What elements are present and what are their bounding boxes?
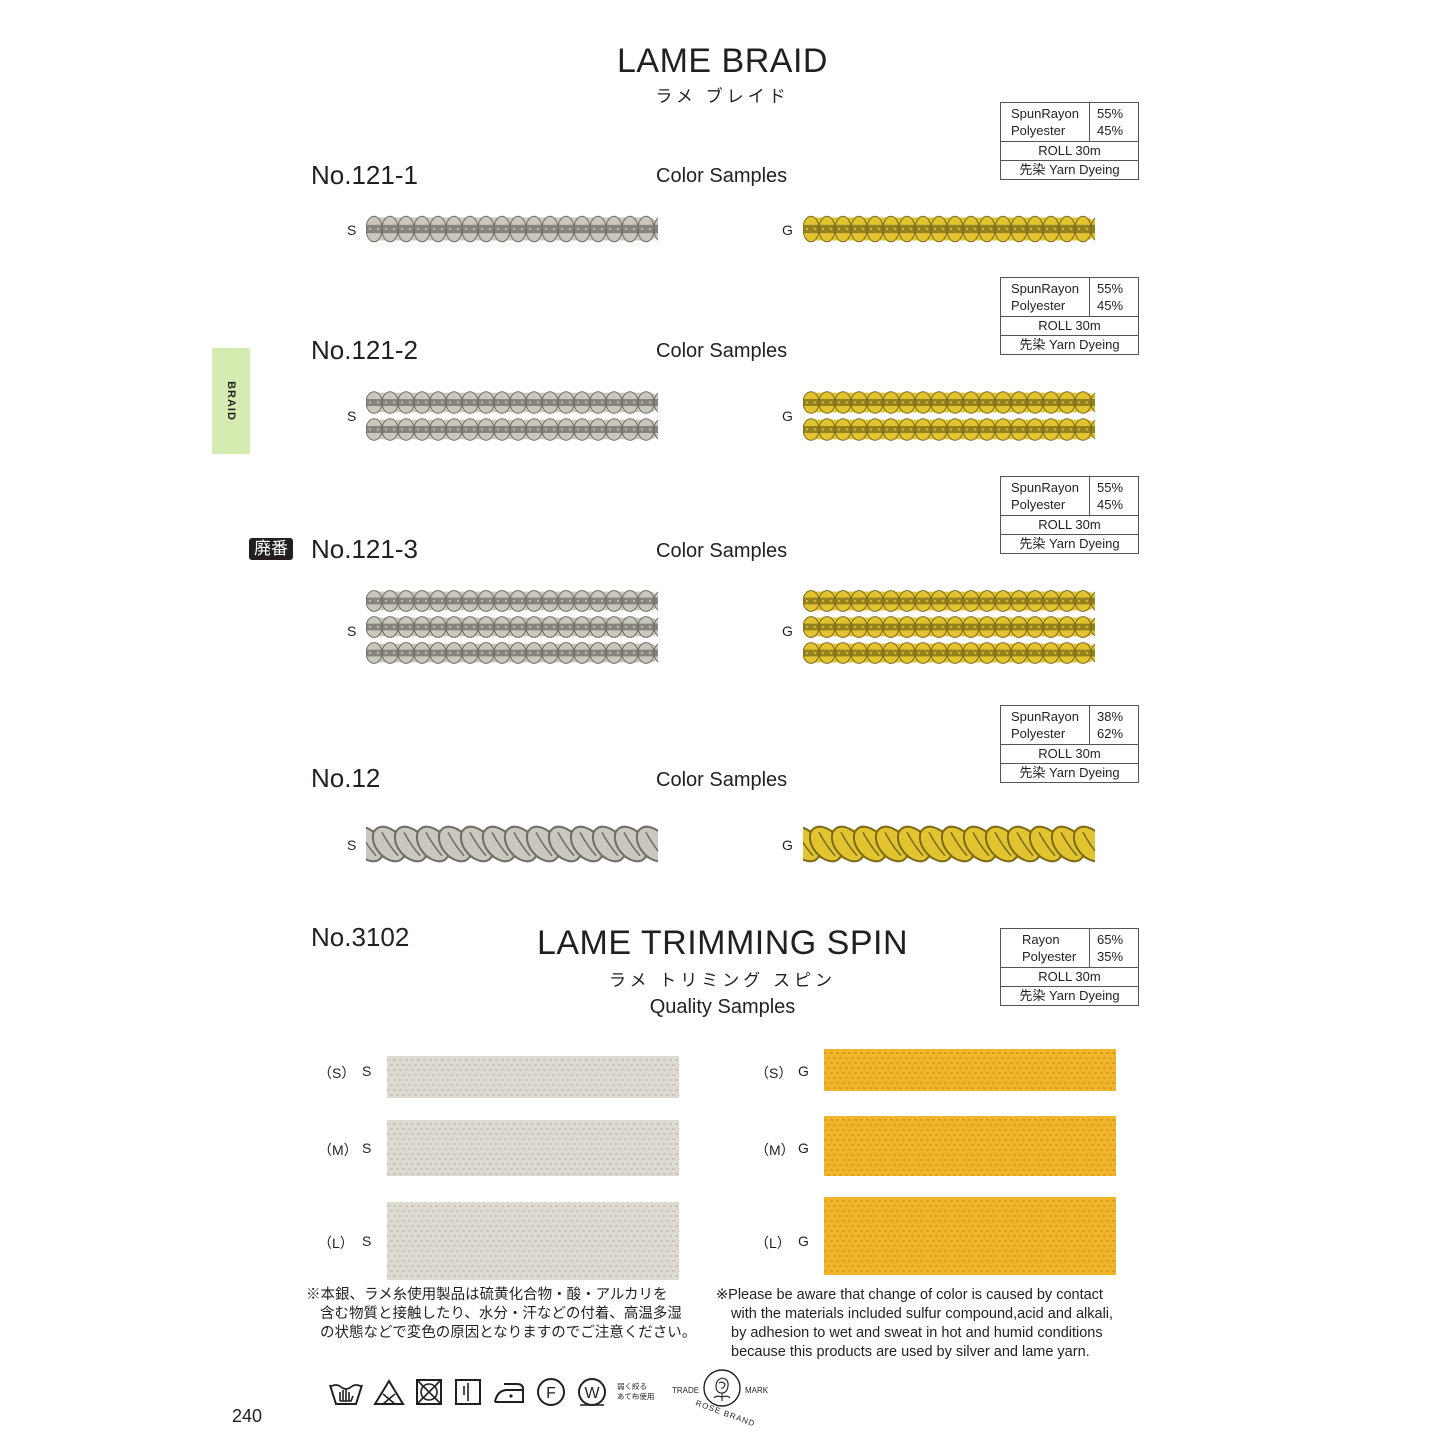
rose-logo-icon xyxy=(703,1369,741,1407)
spec-table: Rayon Polyester 65% 35% ROLL 30m 先染 Yarn D… xyxy=(1000,928,1139,1006)
bleach-icon xyxy=(373,1379,405,1405)
samples-label: Color Samples xyxy=(656,165,788,187)
product-number: No.121-1 xyxy=(311,160,418,190)
variant-code: S xyxy=(362,1140,372,1156)
variant-code: G xyxy=(782,837,793,853)
size-label: （L） xyxy=(318,1235,354,1251)
variant-code: G xyxy=(782,623,793,639)
variant-code: S xyxy=(347,222,357,238)
page-title: LAME BRAID xyxy=(617,42,828,80)
gimp-swatch-silver xyxy=(366,825,658,863)
care-icons: F W 弱く絞る あて布使用 xyxy=(328,1376,654,1408)
variant-code: S xyxy=(347,408,357,424)
spec-table: SpunRayon Polyester 38% 62% ROLL 30m 先染 Ya… xyxy=(1000,705,1139,783)
braid-swatch-gold xyxy=(803,391,1095,441)
wet-clean-w-icon: W xyxy=(578,1378,606,1406)
braid-swatch-silver xyxy=(366,215,658,243)
variant-code: G xyxy=(798,1140,809,1156)
rose-brand-trademark: TRADE MARK ROSE BRAND xyxy=(672,1366,772,1428)
variant-code: S xyxy=(362,1063,372,1079)
dry-clean-f-icon: F xyxy=(537,1378,565,1406)
samples-label: Color Samples xyxy=(656,540,788,562)
section-tab: BRAID xyxy=(212,348,250,454)
gimp-swatch-gold xyxy=(803,825,1095,863)
discontinued-badge: 廃番 xyxy=(249,538,293,560)
care-note: 弱く絞る あて布使用 xyxy=(617,1382,655,1401)
spec-table: SpunRayon Polyester 55% 45% ROLL 30m 先染 Ya… xyxy=(1000,277,1139,355)
variant-code: S xyxy=(347,623,357,639)
size-label: （L） xyxy=(755,1235,791,1251)
trimming-subtitle: ラメ トリミング スピン xyxy=(609,971,836,990)
samples-label: Quality Samples xyxy=(649,996,796,1018)
trim-swatch-silver-s xyxy=(387,1056,679,1098)
iron-icon xyxy=(494,1383,524,1403)
product-number: No.3102 xyxy=(311,922,410,952)
product-number: No.121-3 xyxy=(311,534,418,564)
variant-code: G xyxy=(782,408,793,424)
spec-table: SpunRayon Polyester 55% 45% ROLL 30m 先染 Ya… xyxy=(1000,102,1139,180)
trim-swatch-silver-l xyxy=(387,1202,679,1280)
size-label: （S） xyxy=(318,1065,356,1081)
page-number: 240 xyxy=(232,1406,263,1426)
svg-text:F: F xyxy=(546,1385,556,1402)
variant-code: G xyxy=(798,1063,809,1079)
braid-swatch-silver xyxy=(366,391,658,441)
variant-code: S xyxy=(362,1233,372,1249)
trimming-title: LAME TRIMMING SPIN xyxy=(536,924,909,962)
braid-swatch-silver xyxy=(366,590,658,664)
drip-dry-icon xyxy=(455,1379,481,1405)
trim-swatch-gold-s xyxy=(824,1049,1116,1091)
braid-swatch-gold xyxy=(803,590,1095,664)
variant-code: G xyxy=(782,222,793,238)
samples-label: Color Samples xyxy=(656,769,788,791)
spec-table: SpunRayon Polyester 55% 45% ROLL 30m 先染 Ya… xyxy=(1000,476,1139,554)
svg-text:W: W xyxy=(584,1385,600,1402)
no-tumble-dry-icon xyxy=(416,1379,442,1405)
size-label: （M） xyxy=(755,1142,795,1158)
note-english: ※Please be aware that change of color is… xyxy=(716,1287,1114,1360)
trim-swatch-gold-l xyxy=(824,1197,1116,1275)
trim-swatch-silver-m xyxy=(387,1120,679,1176)
variant-code: S xyxy=(347,837,357,853)
samples-label: Color Samples xyxy=(656,340,788,362)
page-subtitle: ラメ ブレイド xyxy=(655,87,790,106)
trim-swatch-gold-m xyxy=(824,1116,1116,1176)
size-label: （M） xyxy=(318,1142,358,1158)
section-tab-label: BRAID xyxy=(225,381,237,421)
product-number: No.12 xyxy=(311,763,381,793)
hand-wash-icon xyxy=(329,1384,363,1405)
size-label: （S） xyxy=(755,1065,793,1081)
product-number: No.121-2 xyxy=(311,335,418,365)
note-japanese: ※本銀、ラメ糸使用製品は硫黄化合物・酸・アルカリを 含む物質と接触したり、水分・… xyxy=(306,1287,697,1341)
variant-code: G xyxy=(798,1233,809,1249)
braid-swatch-gold xyxy=(803,215,1095,243)
